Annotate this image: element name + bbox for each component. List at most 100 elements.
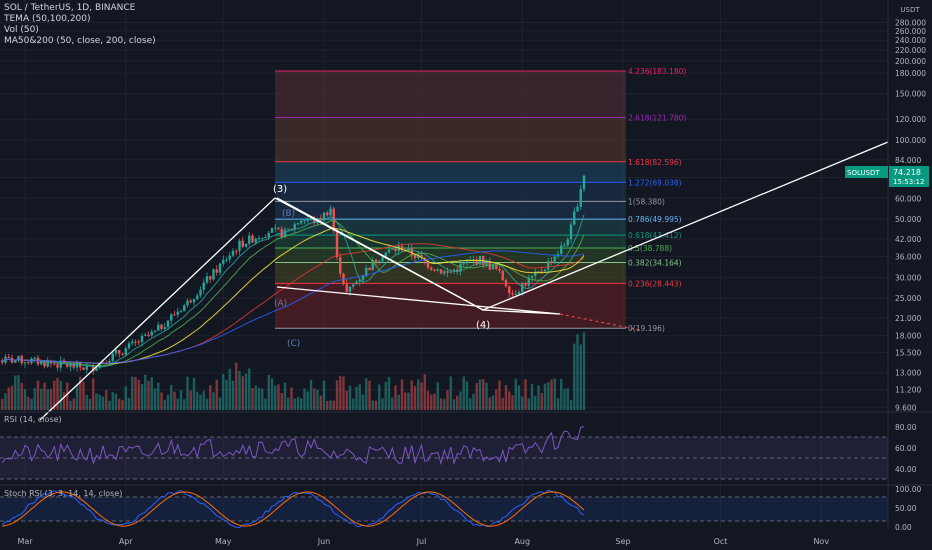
candle-body — [254, 238, 257, 243]
candle-body — [241, 240, 244, 247]
time-axis-tick: Mar — [17, 537, 33, 546]
volume-bar — [482, 379, 485, 410]
volume-bar — [560, 378, 563, 410]
volume-bar — [290, 387, 293, 410]
volume-bar — [111, 391, 114, 410]
candle-body — [147, 334, 150, 336]
candle-body — [179, 311, 183, 313]
volume-bar — [517, 385, 521, 410]
candle-body — [163, 327, 166, 329]
candle-body — [209, 276, 212, 280]
candle-body — [540, 271, 543, 273]
stoch-rsi-pane-label[interactable]: Stoch RSI (3, 3, 14, 14, close) — [4, 489, 123, 498]
volume-bar — [137, 379, 140, 410]
volume-bar — [319, 395, 322, 410]
volume-bar — [254, 385, 257, 410]
candle-body — [358, 279, 361, 282]
volume-bar — [131, 376, 134, 410]
candle-body — [40, 360, 43, 365]
fib-zone — [275, 182, 626, 202]
candle-body — [514, 294, 517, 296]
candle-body — [322, 212, 326, 221]
tema-indicator-label[interactable]: TEMA (50,100,200) — [4, 14, 91, 24]
volume-bar — [157, 382, 160, 410]
volume-bar — [459, 391, 462, 410]
candle-body — [394, 248, 397, 251]
fib-level-label: 0.236(28.443) — [628, 279, 682, 288]
time-axis-tick: Oct — [714, 537, 728, 546]
volume-bar — [225, 379, 228, 410]
ma-indicator-label[interactable]: MA50&200 (50, close, 200, close) — [4, 36, 156, 46]
volume-bar — [173, 391, 176, 410]
volume-bar — [92, 378, 95, 410]
volume-bar — [491, 395, 495, 410]
candle-body — [14, 360, 17, 363]
volume-indicator-label[interactable]: Vol (50) — [4, 25, 39, 35]
candle-body — [23, 362, 27, 364]
fib-level-label: 0.786(49.995) — [628, 215, 682, 224]
rsi-pane-label[interactable]: RSI (14, close) — [4, 415, 62, 424]
candle-body — [153, 330, 157, 332]
candle-body — [400, 245, 404, 251]
candle-body — [261, 237, 264, 239]
volume-bar — [339, 375, 342, 410]
candle-body — [114, 350, 118, 354]
candle-body — [257, 238, 261, 240]
volume-bar — [212, 392, 215, 410]
volume-bar — [231, 380, 235, 410]
candle-body — [501, 270, 504, 281]
volume-bar — [235, 362, 238, 410]
volume-bar — [449, 376, 452, 410]
price-axis-tick: 120.000 — [895, 115, 926, 124]
volume-bar — [72, 398, 75, 410]
volume-bar — [420, 382, 423, 410]
candle-body — [283, 229, 287, 238]
candle-body — [300, 220, 303, 224]
wave-label: (A) — [274, 299, 287, 309]
volume-bar — [79, 376, 82, 410]
candle-body — [189, 300, 192, 303]
volume-bar — [556, 398, 560, 410]
candle-body — [7, 356, 10, 358]
candle-body — [579, 189, 582, 207]
volume-bar — [381, 398, 384, 410]
candle-body — [186, 300, 189, 306]
volume-bar — [303, 388, 306, 410]
candle-body — [33, 357, 36, 359]
trend-line — [276, 141, 889, 311]
candle-body — [228, 255, 231, 260]
volume-bar — [228, 368, 231, 410]
candle-body — [296, 223, 300, 225]
candle-body — [43, 360, 46, 367]
candle-body — [267, 232, 270, 238]
volume-bar — [514, 378, 517, 410]
volume-bar — [309, 379, 313, 410]
candle-body — [274, 227, 277, 229]
candle-body — [348, 286, 352, 292]
volume-bar — [59, 380, 62, 410]
candle-body — [238, 240, 241, 252]
volume-bar — [329, 400, 332, 410]
volume-bar — [391, 397, 394, 410]
volume-bar — [413, 385, 417, 410]
volume-bar — [43, 382, 46, 410]
candle-body — [124, 348, 127, 355]
candle-body — [225, 259, 228, 261]
volume-bar — [17, 375, 20, 410]
candle-body — [534, 271, 537, 276]
volume-bar — [296, 397, 300, 410]
volume-bar — [436, 382, 439, 410]
candle-body — [355, 281, 358, 285]
volume-bar — [88, 398, 92, 410]
volume-bar — [475, 383, 478, 410]
fib-zone — [275, 161, 626, 183]
volume-bar — [400, 379, 404, 410]
candle-body — [166, 320, 170, 328]
fib-level-label: 1(58.380) — [628, 197, 665, 206]
volume-bar — [7, 387, 10, 410]
volume-bar — [488, 397, 491, 410]
volume-bar — [166, 394, 170, 410]
candle-body — [361, 275, 365, 280]
volume-bar — [439, 398, 443, 410]
